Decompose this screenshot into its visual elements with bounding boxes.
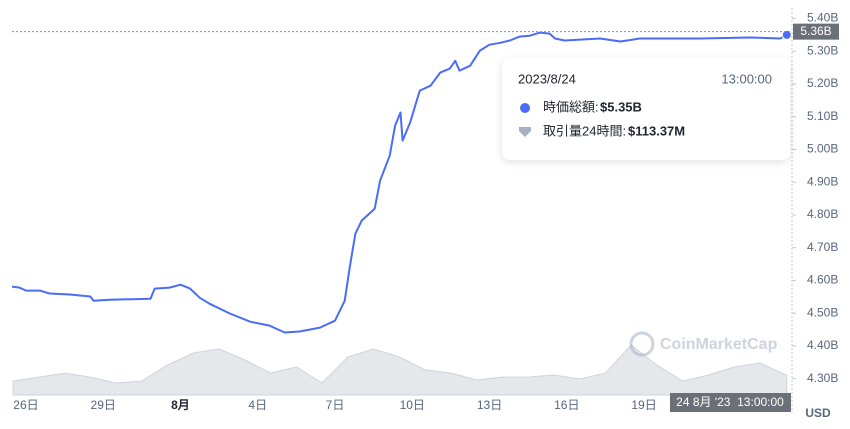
tooltip-icon (519, 127, 531, 137)
x-tick-label: 10日 (400, 398, 425, 412)
x-tick-label: 13日 (477, 398, 502, 412)
tooltip-date: 2023/8/24 (518, 71, 576, 86)
price-marker-label: 5.36B (800, 24, 831, 38)
price-marker-box (793, 23, 839, 40)
y-tick-label: 4.30B (807, 371, 838, 385)
watermark-text: CoinMarketCap (660, 336, 778, 353)
line-layer (11, 31, 788, 334)
y-tick-label: 5.20B (807, 76, 838, 90)
x-tick-label: 8月 (171, 398, 190, 412)
x-tick-label: 16日 (554, 398, 579, 412)
y-tick-label: 4.50B (807, 305, 838, 319)
tooltip-box (502, 58, 790, 160)
y-tick-label: 5.30B (807, 43, 838, 57)
x-tick-label: 26日 (13, 398, 38, 412)
watermark-logo (629, 331, 655, 357)
y-tick-label: 4.90B (807, 174, 838, 188)
tooltip-label: 取引量24時間: (543, 123, 626, 138)
y-tick-label: 5.00B (807, 142, 838, 156)
crosshair-label: 24 8月 '23 13:00:00 (676, 395, 784, 409)
x-tick-label: 4日 (248, 398, 267, 412)
y-tick-label: 4.40B (807, 338, 838, 352)
y-tick-label: 4.80B (807, 207, 838, 221)
tooltip-value: $113.37M (628, 123, 685, 138)
crosshair-box (670, 393, 791, 412)
y-tick-label: 4.60B (807, 273, 838, 287)
x-tick-label: 29日 (91, 398, 116, 412)
x-tick-label: 19日 (631, 398, 656, 412)
last-point (781, 29, 792, 40)
currency-label: USD (805, 406, 831, 420)
volume-area (12, 344, 788, 396)
volume-layer (12, 344, 788, 396)
watermark: CoinMarketCap (629, 331, 778, 357)
tooltip-label: 時価総額: (543, 99, 599, 114)
price-line (11, 31, 788, 334)
tooltip-time: 13:00:00 (721, 71, 772, 86)
tooltip: 2023/8/24 13:00:00 時価総額: $5.35B 取引量24時間:… (502, 58, 790, 160)
tooltip-value: $5.35B (600, 99, 642, 114)
y-tick-label: 5.40B (807, 11, 838, 25)
y-tick-label: 5.10B (807, 109, 838, 123)
tooltip-icon (520, 103, 530, 113)
axes-layer: 4.30B 4.40B 4.50B 4.60B 4.70B 4.80B 4.90B 5.00B… (13, 8, 838, 413)
x-tick-label: 7日 (326, 398, 345, 412)
overlay-layer: 5.36B 24 8月 '23 13:00:00 (12, 23, 839, 412)
y-tick-label: 4.70B (807, 240, 838, 254)
